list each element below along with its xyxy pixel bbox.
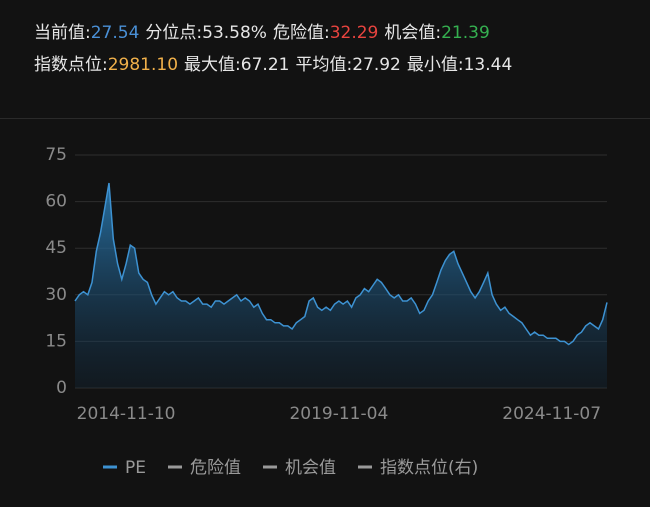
stats-row: 指数点位:2981.10 最大值:67.21 平均值:27.92 最小值:13.44: [34, 50, 518, 82]
legend-label: 危险值: [190, 458, 241, 478]
y-tick-label: 45: [45, 238, 67, 258]
stat-value: 27.92: [352, 55, 401, 75]
stats-row: 当前值:27.54 分位点:53.58% 危险值:32.29 机会值:21.39: [34, 18, 518, 50]
legend-label: PE: [125, 458, 146, 478]
y-tick-label: 60: [45, 192, 67, 212]
y-tick-label: 15: [45, 331, 67, 351]
stat: 最小值:13.44: [407, 55, 512, 75]
x-tick-label: 2024-11-07: [502, 404, 601, 424]
stat: 平均值:27.92: [295, 55, 400, 75]
stat-label: 最小值:: [406, 55, 464, 75]
x-tick-label: 2014-11-10: [77, 404, 176, 424]
stat: 危险值:32.29: [273, 23, 378, 43]
x-tick-label: 2019-11-04: [289, 404, 388, 424]
stat-label: 机会值:: [384, 23, 442, 43]
stat-label: 分位点:: [145, 23, 203, 43]
stat-value: 27.54: [90, 23, 140, 43]
stat-value: 67.21: [240, 55, 290, 75]
y-tick-label: 30: [45, 285, 67, 305]
y-tick-label: 75: [45, 145, 67, 165]
stat-label: 危险值:: [272, 23, 330, 43]
y-tick-label: 0: [56, 378, 67, 398]
stat: 指数点位:2981.10: [34, 55, 178, 75]
stat: 最大值:67.21: [184, 55, 289, 75]
stat-label: 平均值:: [295, 55, 353, 75]
stat-label: 指数点位:: [34, 55, 108, 75]
stat-value: 53.58%: [202, 23, 267, 43]
legend-label: 机会值: [285, 458, 336, 478]
divider: [0, 118, 650, 119]
stat: 机会值:21.39: [384, 23, 489, 43]
line: [74, 182, 608, 346]
stat-label: 当前值:: [34, 23, 91, 43]
stats-header: 当前值:27.54 分位点:53.58% 危险值:32.29 机会值:21.39 指数点…: [34, 18, 518, 82]
stat-value: 21.39: [441, 23, 490, 43]
stat-value: 2981.10: [107, 55, 179, 75]
stat-label: 最大值:: [184, 55, 241, 75]
area-fill: [75, 183, 607, 388]
stat-value: 32.29: [329, 23, 379, 43]
stat: 分位点:53.58%: [145, 23, 267, 43]
stat: 当前值:27.54: [34, 23, 139, 43]
stat-value: 13.44: [463, 55, 513, 75]
legend-label: 指数点位(右): [380, 458, 478, 478]
